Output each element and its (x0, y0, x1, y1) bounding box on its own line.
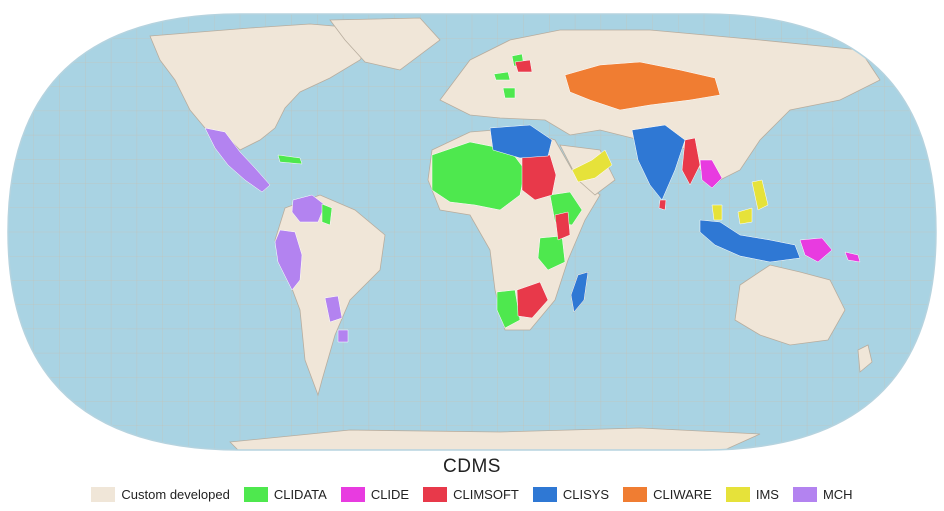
legend-swatch (623, 487, 648, 502)
region-ims-yemen (571, 149, 613, 183)
legend-swatch (532, 487, 557, 502)
australia (734, 264, 846, 346)
legend-label: CLISYS (562, 487, 610, 502)
eurasia (439, 29, 881, 181)
region-climsoft-myanmar (681, 137, 701, 186)
legend-item: CLISYS (532, 487, 610, 502)
region-clidata-caribbean (277, 154, 303, 165)
region-climsoft-ukraine (514, 59, 533, 73)
legend-item: MCH (792, 487, 853, 502)
region-clidata-namibia (496, 289, 521, 329)
legend-swatch (91, 487, 116, 502)
region-clisys-india (631, 124, 686, 201)
legend-label: MCH (822, 487, 853, 502)
region-ims-philippines (751, 179, 769, 211)
legend-label: IMS (755, 487, 779, 502)
region-climsoft-sri-lanka (658, 199, 667, 211)
legend-swatch (340, 487, 365, 502)
land-custom-developed (149, 17, 881, 450)
region-clide-thailand (699, 159, 723, 189)
region-mch-venezuela (291, 194, 326, 223)
greenland (329, 17, 441, 71)
map-title: CDMS (443, 456, 501, 477)
legend-label: CLIWARE (653, 487, 712, 502)
map-canvas (7, 13, 937, 451)
legend-label: Custom developed (121, 487, 230, 502)
region-clide-pacific-islands (844, 251, 861, 263)
region-clidata-balkans (502, 87, 516, 99)
legend-swatch (423, 487, 448, 502)
region-mch-uruguay (337, 329, 349, 343)
region-cliware-central-asia (564, 61, 721, 111)
legend-item: CLIWARE (623, 487, 712, 502)
legend-label: CLIMSOFT (453, 487, 519, 502)
region-mch-mexico (204, 127, 271, 193)
legend-swatch (725, 487, 750, 502)
legend-label: CLIDE (370, 487, 410, 502)
region-climsoft-kenya (554, 211, 571, 241)
legend-item: CLIDATA (243, 487, 327, 502)
region-clisys-north-africa (489, 124, 553, 159)
legend-item: CLIDE (340, 487, 410, 502)
legend: Custom developed CLIDATA CLIDE CLIMSOFT CLIS… (0, 487, 944, 502)
region-clisys-madagascar (570, 271, 589, 313)
region-clisys-indonesia (699, 219, 801, 263)
legend-item: Custom developed (91, 487, 230, 502)
legend-item: IMS (725, 487, 779, 502)
legend-label: CLIDATA (273, 487, 327, 502)
antarctica (229, 427, 761, 450)
globe-outline (7, 13, 937, 451)
region-clidata-central-europe (493, 71, 511, 81)
region-clidata-guyana (321, 203, 333, 226)
region-mch-paraguay (324, 295, 343, 323)
region-clide-png (799, 237, 833, 263)
region-ims-malaysia (711, 204, 723, 221)
legend-swatch (792, 487, 817, 502)
legend-item: CLIMSOFT (423, 487, 519, 502)
region-climsoft-southern-africa (516, 281, 549, 319)
legend-swatch (243, 487, 268, 502)
world-map (7, 13, 937, 451)
region-climsoft-sudan (521, 154, 557, 201)
cdms-highlighted-countries (204, 53, 861, 343)
region-mch-peru (274, 229, 303, 291)
region-clidata-west-africa (431, 141, 526, 211)
new-zealand (857, 344, 873, 373)
region-ims-borneo (737, 207, 753, 225)
